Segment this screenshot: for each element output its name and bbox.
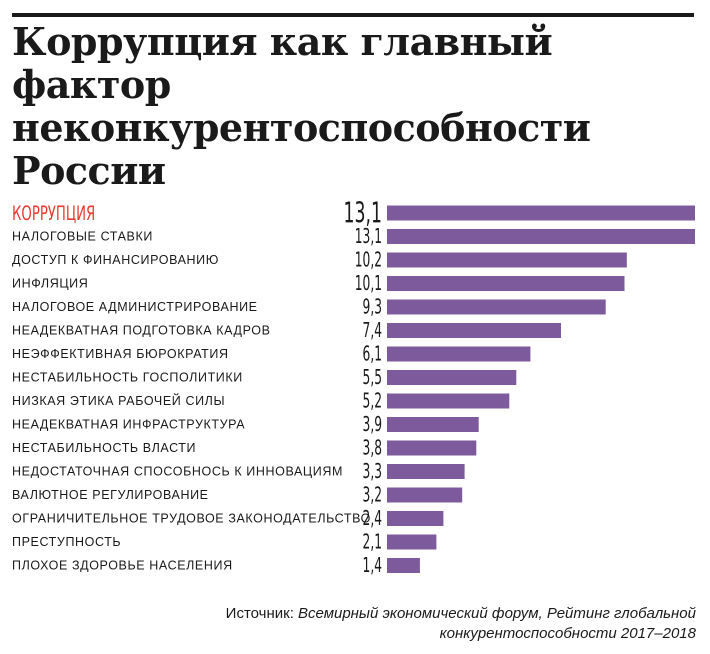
category-label: НЕЭФФЕКТИВНАЯ БЮРОКРАТИЯ (12, 347, 229, 361)
category-label: НЕАДЕКВАТНАЯ ПОДГОТОВКА КАДРОВ (12, 324, 271, 338)
value-label: 5,2 (363, 390, 382, 413)
category-label: ДОСТУП К ФИНАНСИРОВАНИЮ (12, 253, 219, 267)
value-label: 13,1 (344, 196, 382, 230)
chart-title: Коррупция как главный фактор неконкурент… (12, 19, 591, 193)
value-label: 5,5 (363, 366, 382, 389)
category-label: ВАЛЮТНОЕ РЕГУЛИРОВАНИЕ (12, 488, 209, 502)
bar (387, 558, 420, 573)
bar (387, 276, 625, 291)
value-label: 3,3 (363, 460, 382, 483)
category-label: ПРЕСТУПНОСТЬ (12, 535, 121, 549)
value-label: 7,4 (363, 319, 382, 342)
value-label: 2,4 (363, 507, 382, 530)
bar (387, 534, 437, 550)
category-label: НИЗКАЯ ЭТИКА РАБОЧЕЙ СИЛЫ (12, 393, 225, 408)
category-label: НЕДОСТАТОЧНАЯ СПОСОБНОСЬ К ИННОВАЦИЯМ (12, 465, 343, 479)
value-label: 2,1 (363, 531, 382, 554)
top-rule (12, 13, 694, 17)
value-label: 3,9 (363, 413, 382, 436)
category-label: КОРРУПЦИЯ (12, 201, 95, 224)
category-label: НЕСТАБИЛЬНОСТЬ ГОСПОЛИТИКИ (12, 371, 243, 385)
category-label: НЕАДЕКВАТНАЯ ИНФРАСТРУКТУРА (12, 418, 245, 432)
category-label: ПЛОХОЕ ЗДОРОВЬЕ НАСЕЛЕНИЯ (12, 559, 233, 573)
category-label: ОГРАНИЧИТЕЛЬНОЕ ТРУДОВОЕ ЗАКОНОДАТЕЛЬСТВ… (12, 512, 371, 526)
category-label: НЕСТАБИЛЬНОСТЬ ВЛАСТИ (12, 441, 196, 455)
bar (387, 346, 531, 362)
bar-chart: КОРРУПЦИЯ 13,1 НАЛОГОВЫЕ СТАВКИ 13,1 ДОСТУП … (12, 196, 695, 577)
value-label: 6,1 (363, 343, 382, 366)
bar (387, 440, 477, 456)
bar (387, 464, 465, 479)
bar (387, 205, 695, 221)
bar (387, 323, 561, 338)
bar (387, 487, 463, 503)
bar (387, 252, 627, 268)
category-label: НАЛОГОВОЕ АДМИНИСТРИРОВАНИЕ (12, 300, 258, 314)
source-text: Всемирный экономический форум, Рейтинг г… (298, 605, 696, 642)
value-label: 10,2 (355, 249, 382, 272)
category-label: ИНФЛЯЦИЯ (12, 277, 88, 291)
bar (387, 511, 444, 526)
bar (387, 229, 695, 244)
bar (387, 393, 510, 409)
bar (387, 299, 606, 315)
bar (387, 370, 517, 385)
source-note: Источник: Всемирный экономический форум,… (136, 604, 696, 644)
category-label: НАЛОГОВЫЕ СТАВКИ (12, 230, 153, 244)
bar (387, 417, 479, 432)
source-label: Источник: (225, 605, 294, 622)
value-label: 3,2 (363, 484, 382, 507)
value-label: 9,3 (363, 296, 382, 319)
value-label: 1,4 (363, 554, 382, 577)
value-label: 10,1 (355, 272, 382, 295)
value-label: 3,8 (363, 437, 382, 460)
value-label: 13,1 (355, 225, 382, 248)
